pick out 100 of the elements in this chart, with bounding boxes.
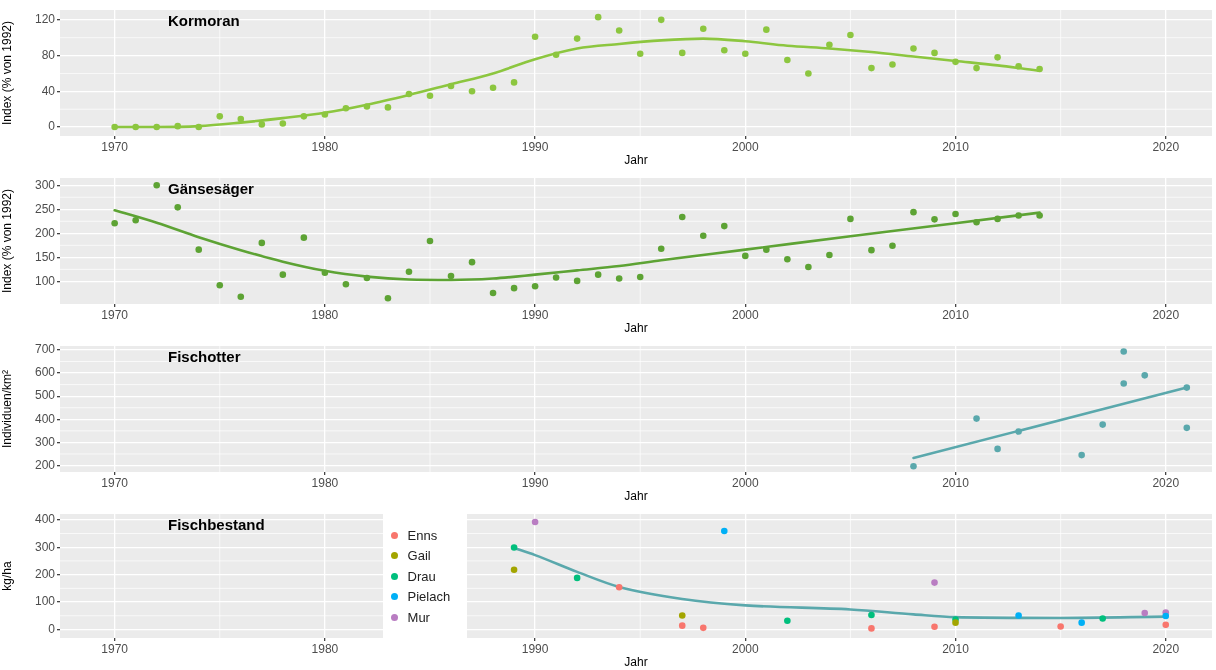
point <box>258 239 266 247</box>
point <box>531 33 539 41</box>
point <box>489 84 497 92</box>
point <box>405 268 413 276</box>
point <box>237 115 245 123</box>
x-tick-label: 1990 <box>521 641 549 656</box>
point <box>699 232 707 240</box>
point <box>384 294 392 302</box>
point <box>195 246 203 253</box>
x-axis-title: Jahr <box>624 153 648 168</box>
point <box>931 579 938 586</box>
x-axis-title: Jahr <box>624 321 648 336</box>
point <box>678 612 686 619</box>
point <box>300 234 308 241</box>
point <box>699 624 707 632</box>
x-tick-label: 1980 <box>311 641 339 656</box>
point <box>615 275 623 282</box>
point <box>847 215 854 223</box>
point <box>763 26 770 33</box>
point <box>363 274 371 282</box>
y-tick-label: 120 <box>34 12 56 27</box>
point <box>1036 212 1043 219</box>
point <box>973 415 980 422</box>
point <box>805 263 812 271</box>
chart-title: Fischbestand <box>168 515 265 533</box>
point <box>132 123 139 131</box>
y-tick-label: 700 <box>34 342 56 357</box>
point <box>720 222 728 230</box>
point <box>405 90 413 98</box>
point <box>889 61 896 68</box>
point <box>321 269 329 277</box>
point <box>1120 348 1128 355</box>
point <box>615 583 623 591</box>
point <box>615 27 623 34</box>
point <box>742 252 749 260</box>
point <box>468 88 476 95</box>
x-tick-label: 2000 <box>731 307 759 322</box>
point <box>931 623 938 631</box>
x-axis-title: Jahr <box>624 489 648 504</box>
point <box>342 280 350 288</box>
y-tick-label: 300 <box>34 539 56 554</box>
chart-title: Kormoran <box>168 11 240 29</box>
point <box>678 622 686 629</box>
point <box>1078 619 1085 626</box>
point <box>342 105 350 112</box>
point <box>931 49 938 57</box>
point <box>174 204 182 211</box>
x-tick-label: 2000 <box>731 475 759 490</box>
point <box>552 51 560 58</box>
point <box>931 216 938 223</box>
point <box>384 104 392 111</box>
point <box>805 70 812 77</box>
point <box>216 281 224 289</box>
x-axis-title: Jahr <box>624 655 648 670</box>
x-tick-label: 2020 <box>1152 307 1180 322</box>
point <box>763 246 770 253</box>
point <box>321 111 329 118</box>
point <box>784 56 791 64</box>
y-tick-label: 80 <box>41 47 56 62</box>
point <box>510 284 518 292</box>
point <box>426 92 434 100</box>
point <box>1015 63 1022 70</box>
x-tick-label: 2000 <box>731 641 759 656</box>
y-axis-title: kg/ha <box>0 561 14 591</box>
y-tick-label: 300 <box>34 177 56 192</box>
y-axis-title: Index (% von 1992) <box>0 20 14 126</box>
x-tick-label: 1970 <box>101 475 129 490</box>
point <box>531 282 539 290</box>
point <box>678 49 686 57</box>
point <box>742 50 749 58</box>
point <box>510 79 518 86</box>
legend-label: Gail <box>407 548 431 563</box>
legend-label: Mur <box>407 609 430 625</box>
point <box>258 121 266 128</box>
y-axis-title: Individuen/km² <box>0 369 14 449</box>
point <box>952 210 959 218</box>
point <box>279 271 287 278</box>
x-tick-label: 1980 <box>311 307 339 322</box>
x-tick-label: 1970 <box>101 641 129 656</box>
x-tick-label: 2010 <box>942 475 970 490</box>
point <box>153 181 160 189</box>
legend-label: Enns <box>407 527 438 543</box>
point <box>994 54 1001 61</box>
y-tick-label: 0 <box>48 621 56 636</box>
x-tick-label: 1990 <box>521 475 549 490</box>
x-tick-label: 2010 <box>942 641 970 656</box>
point <box>1015 212 1022 219</box>
chart-title: Fischotter <box>168 347 241 365</box>
point <box>1099 615 1106 622</box>
point <box>510 566 518 573</box>
point <box>1057 623 1064 630</box>
point <box>1015 428 1022 435</box>
y-tick-label: 200 <box>34 225 56 240</box>
point <box>973 64 980 72</box>
point <box>363 103 371 110</box>
point <box>573 277 581 285</box>
y-tick-label: 0 <box>48 119 56 134</box>
y-tick-label: 200 <box>34 457 56 472</box>
point <box>847 31 854 39</box>
y-tick-label: 100 <box>34 594 56 609</box>
